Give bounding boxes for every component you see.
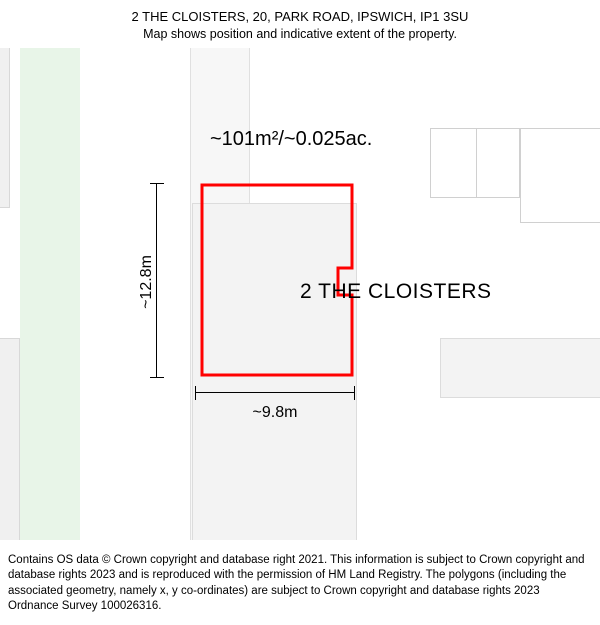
building-shape (0, 338, 20, 540)
width-dimension: ~9.8m (195, 386, 355, 422)
building-shape (430, 128, 520, 198)
building-shape (0, 48, 10, 208)
green-area (20, 48, 80, 540)
width-value: ~9.8m (195, 404, 355, 422)
building-shape (440, 338, 600, 398)
width-line (195, 386, 355, 400)
map-canvas: ~101m²/~0.025ac. ~12.8m 2 THE CLOISTERS … (0, 48, 600, 540)
copyright-footer: Contains OS data © Crown copyright and d… (0, 547, 600, 625)
address-title: 2 THE CLOISTERS, 20, PARK ROAD, IPSWICH,… (10, 8, 590, 26)
height-dimension: ~12.8m (150, 183, 164, 378)
height-line (150, 183, 164, 378)
subtitle: Map shows position and indicative extent… (10, 26, 590, 44)
area-label: ~101m²/~0.025ac. (210, 128, 372, 151)
property-name-label: 2 THE CLOISTERS (300, 280, 492, 304)
header: 2 THE CLOISTERS, 20, PARK ROAD, IPSWICH,… (0, 0, 600, 48)
building-shape (520, 128, 600, 223)
